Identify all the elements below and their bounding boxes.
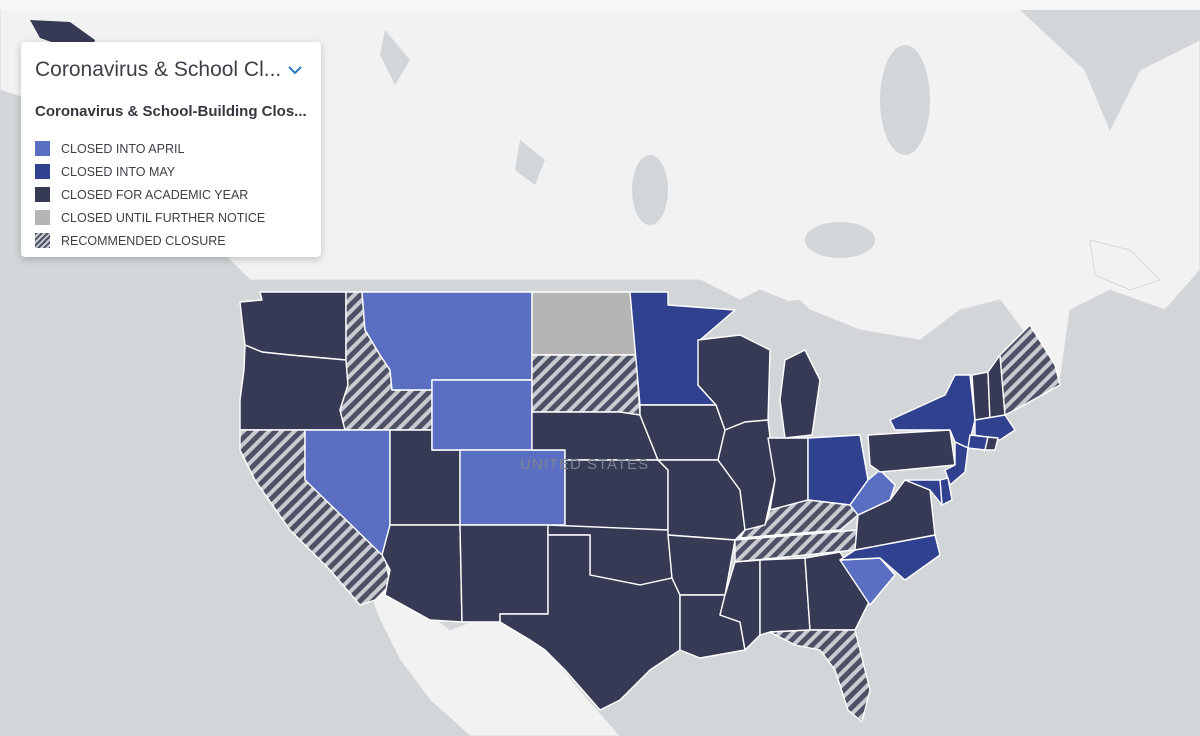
map-svg[interactable] [0,10,1200,736]
legend-label: CLOSED INTO MAY [61,164,176,179]
state-tx[interactable] [499,534,681,711]
state-nm[interactable] [459,524,549,623]
legend-label: RECOMMENDED CLOSURE [61,233,226,248]
state-vt[interactable] [971,371,991,421]
legend-subtitle: Coronavirus & School-Building Clos... [35,103,307,120]
state-md[interactable] [904,479,943,506]
state-wv[interactable] [849,469,896,516]
state-mi[interactable] [779,349,821,439]
legend-swatch [35,210,50,225]
legend-item: CLOSED INTO MAY [35,160,265,183]
state-pa[interactable] [867,429,956,473]
legend-swatch [35,187,50,202]
legend-item: CLOSED UNTIL FURTHER NOTICE [35,206,265,229]
state-fl[interactable] [769,629,871,723]
country-label: UNITED STATES [520,456,650,473]
state-ny[interactable] [889,374,976,449]
state-wy[interactable] [431,379,533,451]
state-ri[interactable] [984,436,999,451]
legend-label: CLOSED INTO APRIL [61,141,185,156]
state-nd[interactable] [531,291,637,356]
us-states[interactable] [239,291,1061,723]
state-ma[interactable] [974,414,1016,441]
state-ga[interactable] [804,551,871,631]
state-al[interactable] [759,557,811,636]
legend-header[interactable]: Coronavirus & School Cl... [35,56,307,84]
chevron-down-icon[interactable] [283,58,307,82]
legend-swatch [35,164,50,179]
state-nj[interactable] [944,441,969,486]
legend-panel: Coronavirus & School Cl... Coronavirus &… [21,42,321,257]
legend-item: RECOMMENDED CLOSURE [35,229,265,252]
state-sd[interactable] [531,354,641,416]
legend-item: CLOSED FOR ACADEMIC YEAR [35,183,265,206]
legend-list: CLOSED INTO APRIL CLOSED INTO MAY CLOSED… [35,137,265,252]
state-in[interactable] [767,437,809,511]
map-canvas[interactable]: UNITED STATES [0,10,1200,736]
legend-swatch [35,233,50,248]
legend-item: CLOSED INTO APRIL [35,137,265,160]
legend-title: Coronavirus & School Cl... [35,58,282,81]
legend-label: CLOSED UNTIL FURTHER NOTICE [61,210,266,225]
state-ar[interactable] [667,534,736,596]
legend-label: CLOSED FOR ACADEMIC YEAR [61,187,249,202]
legend-swatch [35,141,50,156]
